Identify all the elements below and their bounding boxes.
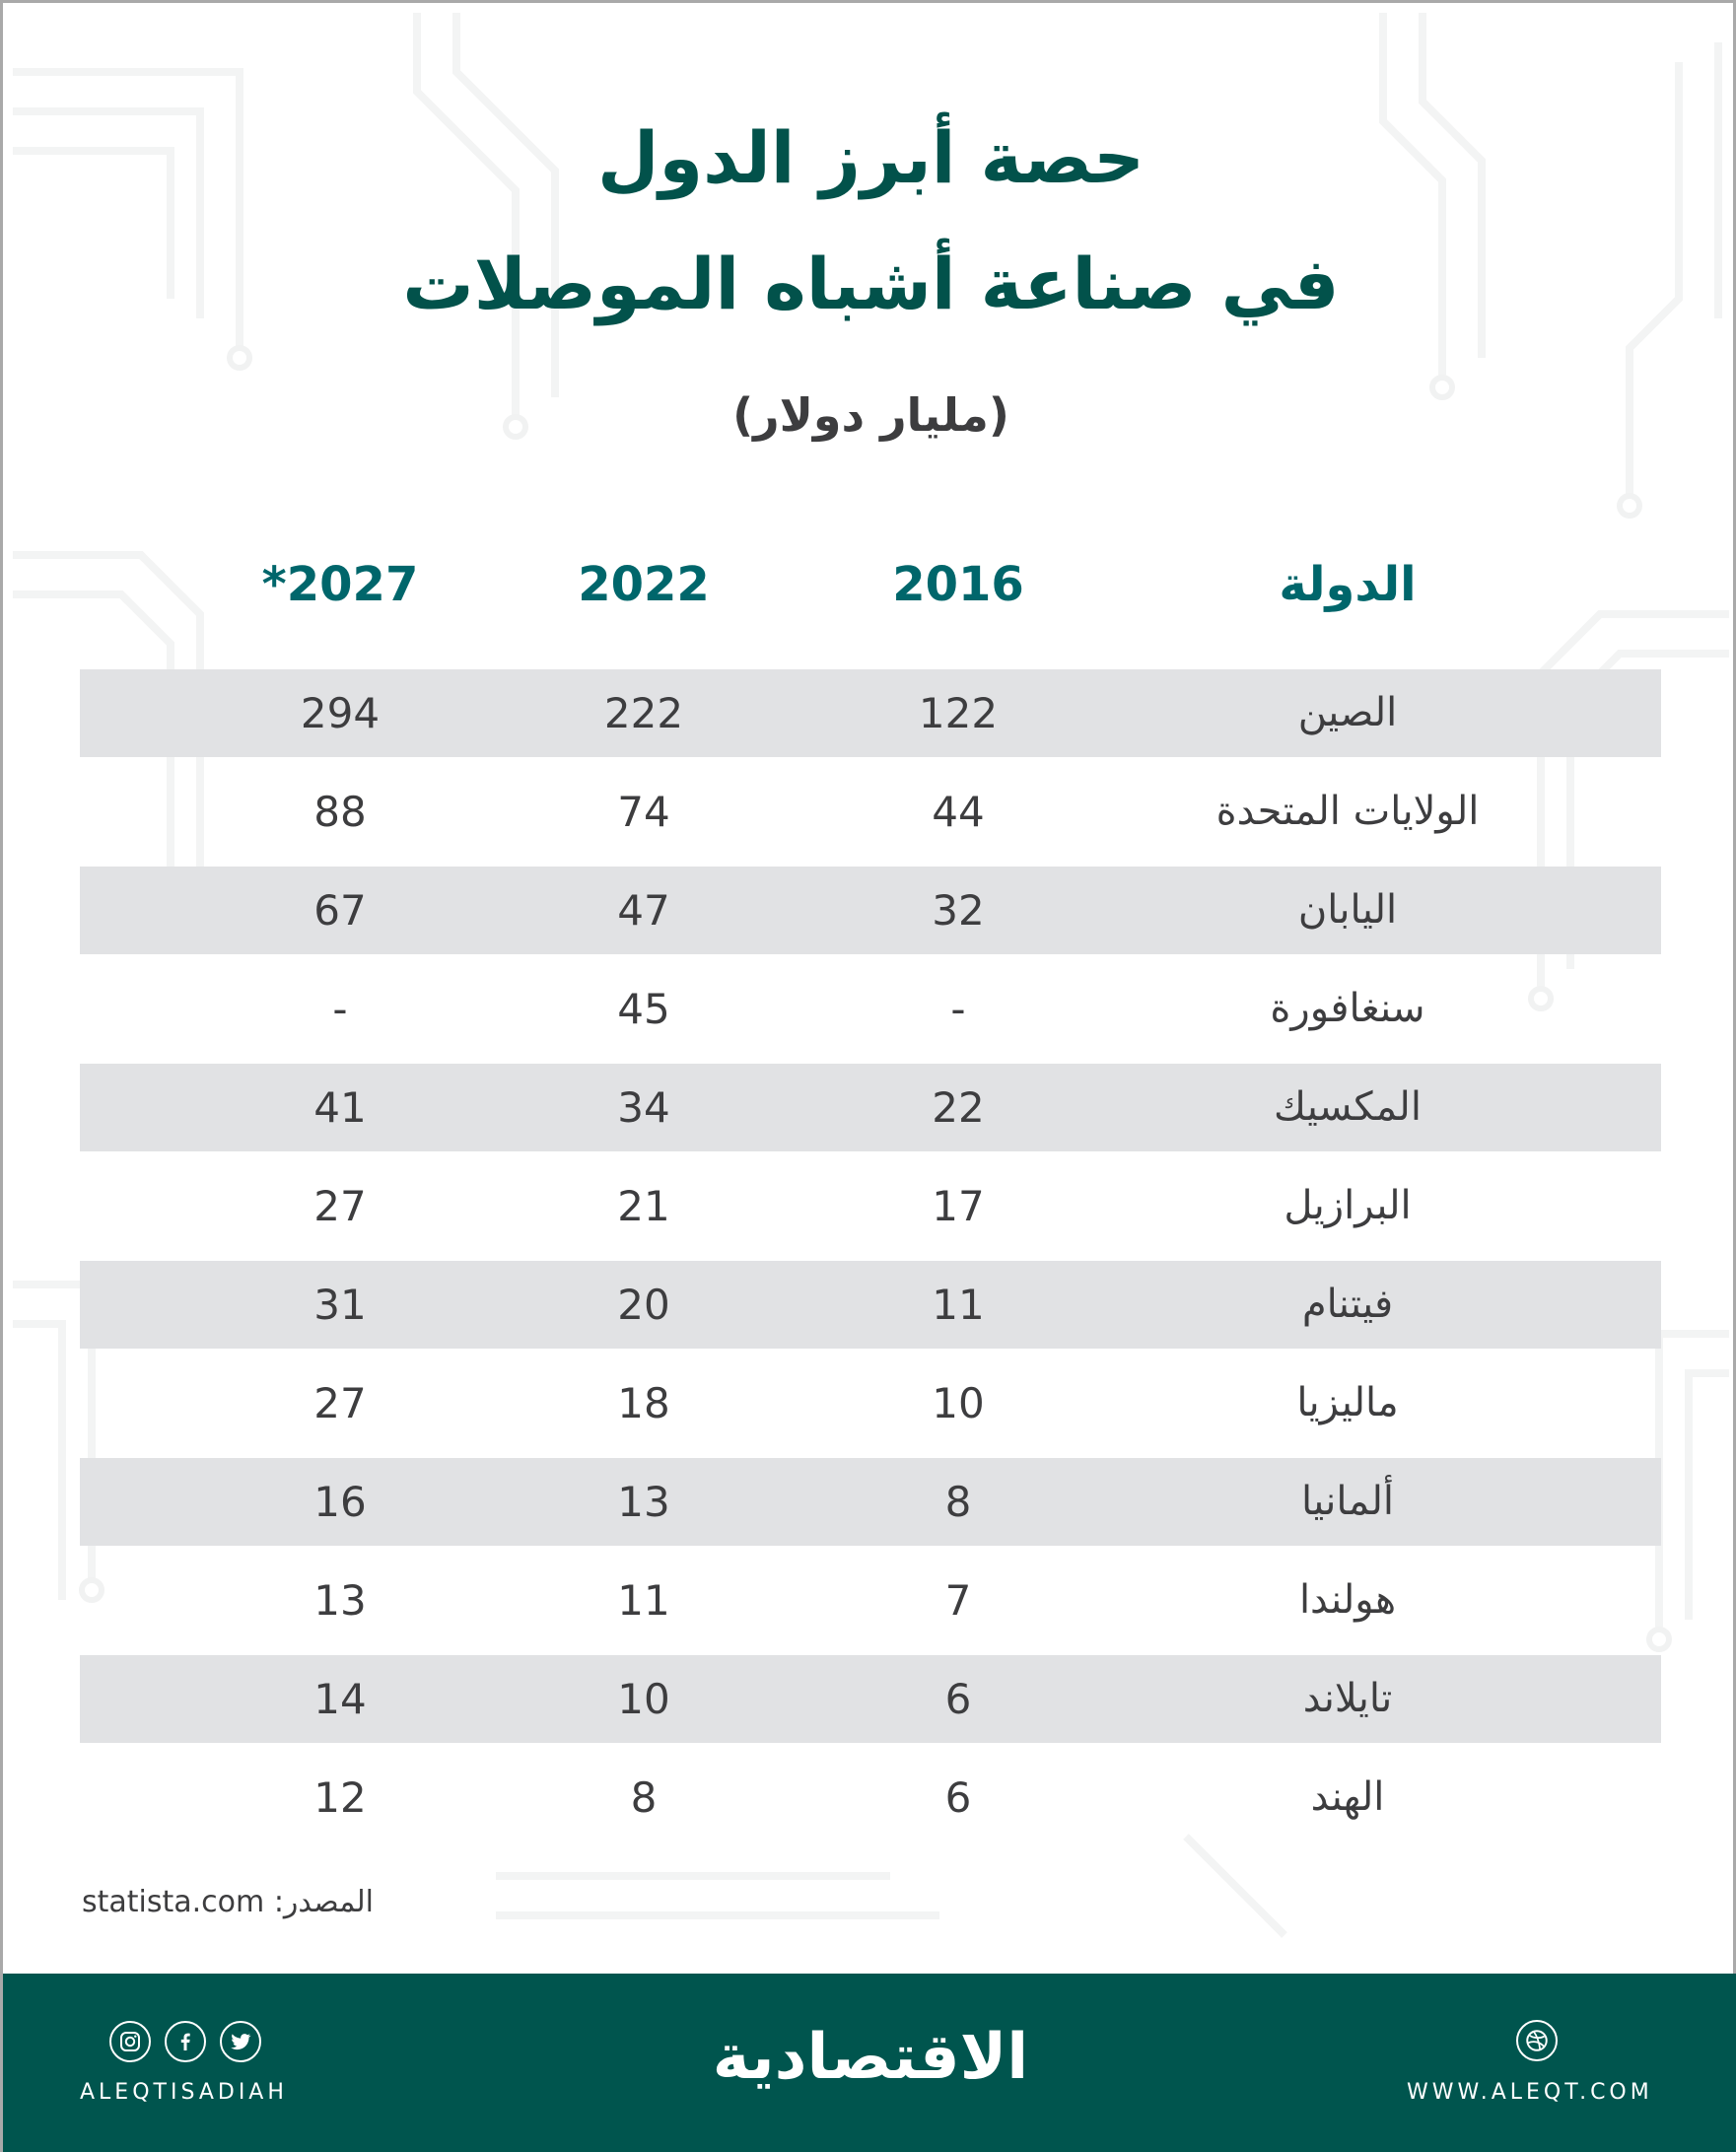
value-2022-cell: 45 bbox=[617, 985, 670, 1033]
column-header-2016: 2016 bbox=[892, 557, 1024, 612]
source-value: statista.com bbox=[82, 1885, 265, 1919]
country-cell: فيتنام bbox=[1301, 1282, 1394, 1327]
table-row: البرازيل 17 21 27 bbox=[80, 1162, 1661, 1261]
value-2022-cell: 10 bbox=[617, 1675, 670, 1723]
table-header-row: الدولة 2016 2022 *2027 bbox=[80, 535, 1661, 634]
data-table: الدولة 2016 2022 *2027 الصين 122 222 294… bbox=[80, 535, 1661, 1822]
value-2022-cell: 222 bbox=[603, 689, 684, 737]
twitter-icon[interactable] bbox=[220, 2021, 261, 2062]
table-row: المكسيك 22 34 41 bbox=[80, 1064, 1661, 1162]
country-cell: ماليزيا bbox=[1296, 1380, 1399, 1425]
value-2022-cell: 18 bbox=[617, 1379, 670, 1427]
value-2016-cell: 11 bbox=[932, 1281, 985, 1329]
value-2016-cell: 17 bbox=[932, 1182, 985, 1230]
value-2022-cell: 34 bbox=[617, 1083, 670, 1132]
table-row: ماليزيا 10 18 27 bbox=[80, 1359, 1661, 1458]
social-icons bbox=[109, 2021, 261, 2062]
value-2027-cell: 12 bbox=[313, 1773, 367, 1822]
value-2016-cell: 44 bbox=[932, 788, 985, 836]
unit-subtitle: (مليار دولار) bbox=[732, 388, 1009, 442]
table-body: الصين 122 222 294 الولايات المتحدة 44 74… bbox=[80, 669, 1661, 1852]
country-cell: اليابان bbox=[1297, 887, 1398, 933]
value-2027-cell: 27 bbox=[313, 1379, 367, 1427]
value-2016-cell: 6 bbox=[944, 1773, 972, 1822]
country-cell: ألمانيا bbox=[1300, 1479, 1394, 1524]
table-row: الهند 6 8 12 bbox=[80, 1754, 1661, 1852]
value-2022-cell: 47 bbox=[617, 886, 670, 935]
country-cell: الولايات المتحدة bbox=[1215, 789, 1480, 834]
dribbble-globe-icon[interactable] bbox=[1516, 2020, 1558, 2061]
table-row: سنغافورة - 45 - bbox=[80, 965, 1661, 1064]
value-2016-cell: 7 bbox=[944, 1576, 972, 1625]
value-2027-cell: 294 bbox=[300, 689, 381, 737]
country-cell: البرازيل bbox=[1284, 1183, 1412, 1228]
table-row: ألمانيا 8 13 16 bbox=[80, 1458, 1661, 1557]
value-2016-cell: 10 bbox=[932, 1379, 985, 1427]
value-2022-cell: 21 bbox=[617, 1182, 670, 1230]
value-2016-cell: 6 bbox=[944, 1675, 972, 1723]
social-handle: ALEQTISADIAH bbox=[80, 2080, 288, 2105]
value-2027-cell: 41 bbox=[313, 1083, 367, 1132]
column-header-2027: *2027 bbox=[261, 557, 419, 612]
table-row: فيتنام 11 20 31 bbox=[80, 1261, 1661, 1359]
value-2027-cell: 27 bbox=[313, 1182, 367, 1230]
aleqtisadiah-logo: الاقتصادية bbox=[712, 2021, 1029, 2094]
footer-bar: ALEQTISADIAH الاقتصادية WWW.ALEQT.COM bbox=[3, 1974, 1736, 2152]
column-header-2022: 2022 bbox=[578, 557, 710, 612]
value-2016-cell: 8 bbox=[944, 1478, 972, 1526]
chart-title-line1: حصة أبرز الدول bbox=[596, 116, 1146, 199]
chart-title-line2: في صناعة أشباه الموصلات bbox=[402, 243, 1340, 325]
value-2027-cell: 14 bbox=[313, 1675, 367, 1723]
table-row: الولايات المتحدة 44 74 88 bbox=[80, 768, 1661, 867]
facebook-icon[interactable] bbox=[165, 2021, 206, 2062]
value-2022-cell: 11 bbox=[617, 1576, 670, 1625]
website-link[interactable]: WWW.ALEQT.COM bbox=[1407, 2080, 1653, 2105]
value-2027-cell: 88 bbox=[313, 788, 367, 836]
country-cell: الصين bbox=[1297, 690, 1398, 735]
value-2022-cell: 8 bbox=[630, 1773, 658, 1822]
country-cell: سنغافورة bbox=[1270, 986, 1425, 1031]
value-2027-cell: 16 bbox=[313, 1478, 367, 1526]
country-cell: تايلاند bbox=[1302, 1676, 1393, 1721]
value-2027-cell: - bbox=[332, 985, 348, 1033]
table-row: تايلاند 6 10 14 bbox=[80, 1655, 1661, 1754]
value-2022-cell: 13 bbox=[617, 1478, 670, 1526]
country-cell: المكسيك bbox=[1274, 1084, 1422, 1130]
table-row: هولندا 7 11 13 bbox=[80, 1557, 1661, 1655]
country-cell: الهند bbox=[1310, 1774, 1385, 1820]
country-cell: هولندا bbox=[1298, 1577, 1397, 1623]
table-row: اليابان 32 47 67 bbox=[80, 867, 1661, 965]
value-2027-cell: 13 bbox=[313, 1576, 367, 1625]
value-2016-cell: 122 bbox=[918, 689, 999, 737]
value-2016-cell: - bbox=[950, 985, 966, 1033]
instagram-icon[interactable] bbox=[109, 2021, 151, 2062]
value-2027-cell: 31 bbox=[313, 1281, 367, 1329]
table-row: الصين 122 222 294 bbox=[80, 669, 1661, 768]
source-note: statista.com المصدر: bbox=[82, 1882, 374, 1923]
value-2027-cell: 67 bbox=[313, 886, 367, 935]
column-header-country: الدولة bbox=[1279, 557, 1417, 612]
value-2022-cell: 74 bbox=[617, 788, 670, 836]
value-2016-cell: 22 bbox=[932, 1083, 985, 1132]
value-2022-cell: 20 bbox=[617, 1281, 670, 1329]
source-label: المصدر: bbox=[273, 1885, 374, 1919]
value-2016-cell: 32 bbox=[932, 886, 985, 935]
